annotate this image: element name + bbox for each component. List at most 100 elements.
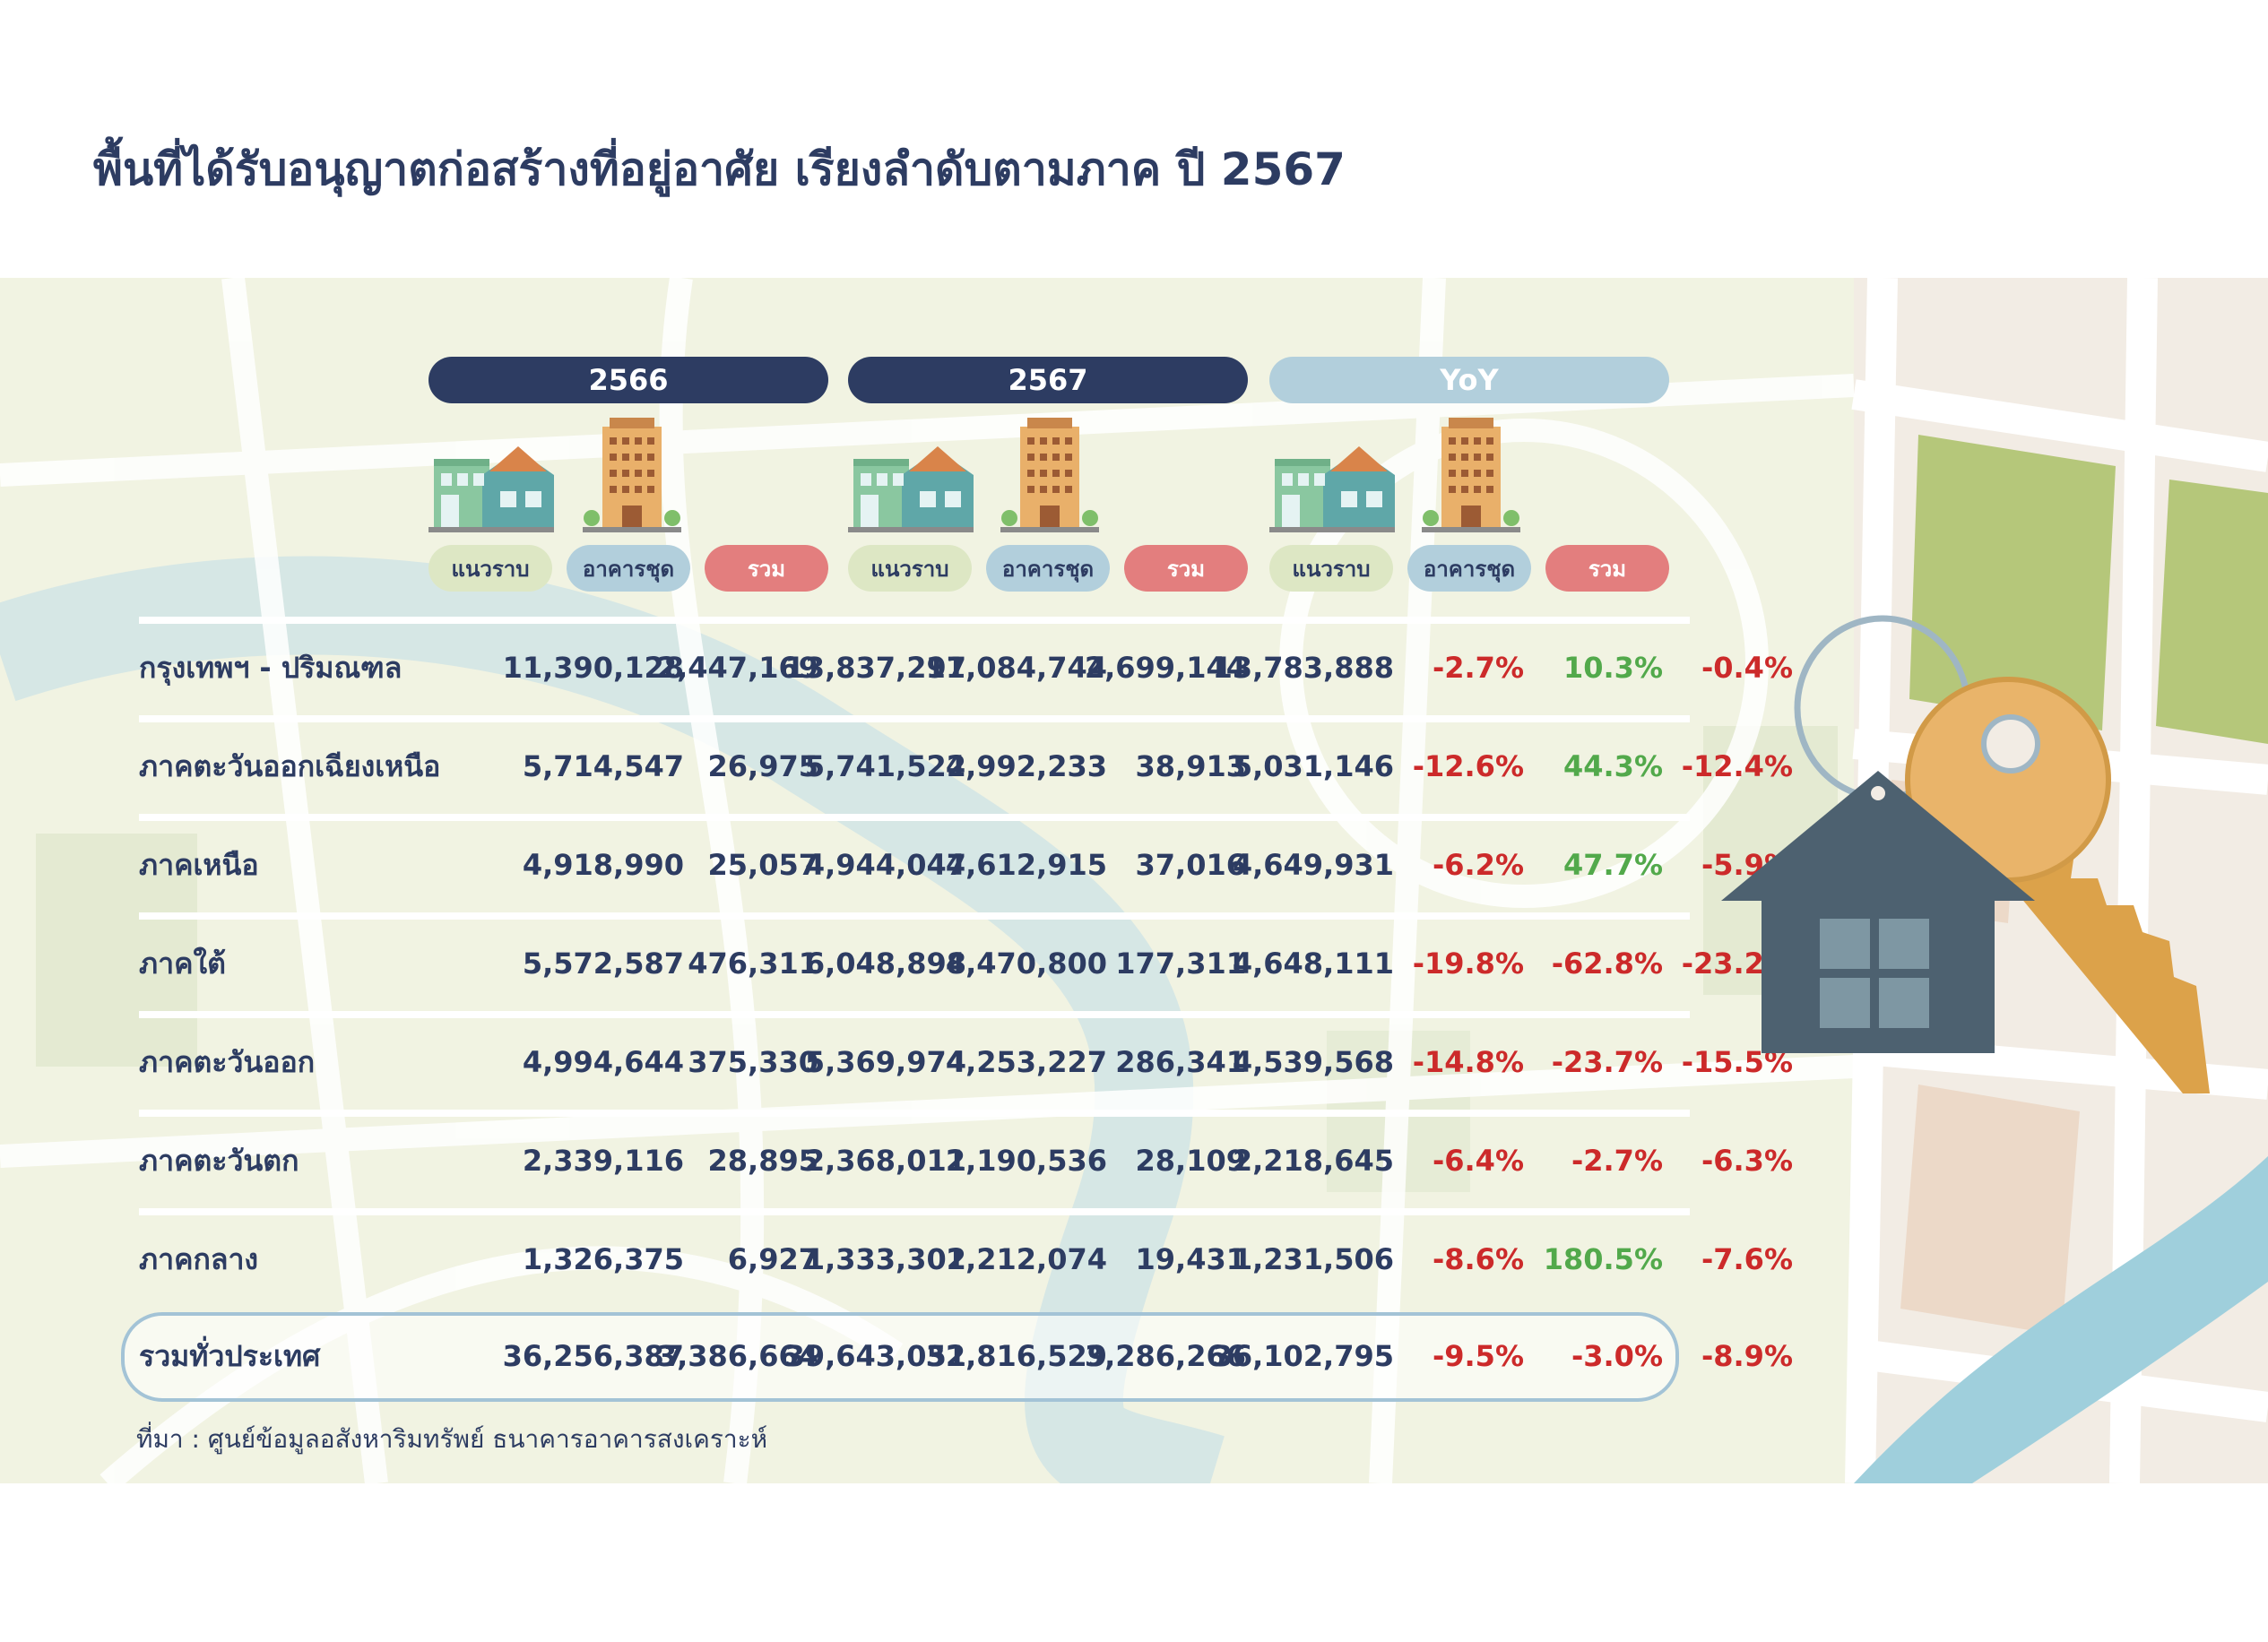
lowrise-2566: 11,390,128 [502,651,684,685]
region-name: ภาคใต้ [139,946,226,981]
region-name: ภาคเหนือ [139,848,259,882]
house-keychain-icon [1721,615,2210,1093]
total-2566: 6,048,898 [804,946,966,981]
lowrise-2566: 36,256,387 [502,1339,684,1373]
condo-2566: 476,311 [688,946,818,981]
lowrise-2567: 4,992,233 [945,749,1107,783]
condo-yoy: -2.7% [1571,1144,1663,1178]
table-row: ภาคกลาง 1,326,375 6,927 1,333,302 1,212,… [139,1210,1793,1309]
total-2566: 4,944,047 [804,848,966,882]
condo-2567: 38,913 [1135,749,1246,783]
total-2567: 36,102,795 [1212,1339,1394,1373]
subheader-condo-2566: อาคารชุด [567,545,690,592]
table-row-total: รวมทั่วประเทศ 36,256,387 3,386,664 39,64… [139,1307,1793,1405]
lowrise-2566: 4,994,644 [522,1045,684,1079]
row-divider [139,1110,1690,1117]
total-2566: 5,741,522 [804,749,966,783]
lowrise-yoy: -8.6% [1432,1242,1524,1276]
condo-2567: 2,699,144 [1084,651,1246,685]
lowrise-2566: 5,572,587 [522,946,684,981]
table-row: กรุงเทพฯ - ปริมณฑล 11,390,128 2,447,169 … [139,618,1793,717]
lowrise-yoy: -14.8% [1412,1045,1524,1079]
subheader-condo-2567: อาคารชุด [986,545,1110,592]
key-icon [1905,677,2210,1093]
condo-2567: 286,341 [1115,1045,1246,1079]
lowrise-2567: 4,470,800 [945,946,1107,981]
total-2566: 1,333,302 [804,1242,966,1276]
total-yoy: -0.4% [1701,651,1793,685]
row-divider [139,715,1690,722]
condo-yoy: 47.7% [1562,848,1663,882]
group-header-2566: 2566 [428,357,828,403]
total-2566: 5,369,974 [804,1045,966,1079]
condo-yoy: 180.5% [1543,1242,1663,1276]
subheader-lowrise-2567: แนวราบ [848,545,972,592]
condo-yoy: 44.3% [1562,749,1663,783]
condo-2567: 177,311 [1115,946,1246,981]
condo-yoy: -62.8% [1551,946,1663,981]
total-2567: 13,783,888 [1212,651,1394,685]
lowrise-2567: 2,190,536 [945,1144,1107,1178]
row-divider [139,912,1690,920]
total-yoy: -8.9% [1701,1339,1793,1373]
lowrise-2566: 4,918,990 [522,848,684,882]
condo-2567: 19,431 [1135,1242,1246,1276]
lowrise-2567: 11,084,744 [925,651,1107,685]
table-row: ภาคตะวันออก 4,994,644 375,330 5,369,974 … [139,1013,1793,1111]
region-name: ภาคตะวันออก [139,1045,316,1079]
lowrise-2566: 1,326,375 [522,1242,684,1276]
lowrise-2566: 5,714,547 [522,749,684,783]
group-header-2567: 2567 [848,357,1248,403]
subheader-total-yoy: รวม [1545,545,1669,592]
condo-yoy: -23.7% [1551,1045,1663,1079]
total-2567: 1,231,506 [1232,1242,1394,1276]
condo-2567: 3,286,266 [1084,1339,1246,1373]
lowrise-yoy: -19.8% [1412,946,1524,981]
condo-tower-icon [1422,418,1520,538]
total-2567: 5,031,146 [1232,749,1394,783]
total-2566: 13,837,297 [784,651,966,685]
lowrise-2567: 4,612,915 [945,848,1107,882]
group-header-yoy: YoY [1269,357,1669,403]
townhouse-icon [428,439,554,537]
subheader-lowrise-yoy: แนวราบ [1269,545,1393,592]
page-title: พื้นที่ได้รับอนุญาตก่อสร้างที่อยู่อาศัย … [93,143,1346,195]
total-2567: 2,218,645 [1232,1144,1394,1178]
condo-2567: 37,016 [1135,848,1246,882]
lowrise-yoy: -9.5% [1432,1339,1524,1373]
region-name: กรุงเทพฯ - ปริมณฑล [139,651,403,685]
lowrise-yoy: -6.4% [1432,1144,1524,1178]
row-divider [139,814,1690,821]
region-name: รวมทั่วประเทศ [139,1339,321,1373]
lowrise-2566: 2,339,116 [522,1144,684,1178]
condo-2566: 25,057 [707,848,818,882]
source-note: ที่มา : ศูนย์ข้อมูลอสังหาริมทรัพย์ ธนาคา… [136,1424,768,1454]
subheader-lowrise-2566: แนวราบ [428,545,552,592]
total-yoy: -12.4% [1681,749,1793,783]
condo-2566: 375,330 [688,1045,818,1079]
lowrise-2567: 32,816,529 [925,1339,1107,1373]
townhouse-icon [1269,439,1395,537]
subheader-condo-yoy: อาคารชุด [1407,545,1531,592]
condo-2566: 26,975 [707,749,818,783]
total-yoy: -6.3% [1701,1144,1793,1178]
region-name: ภาคตะวันตก [139,1144,299,1178]
row-divider [139,617,1690,624]
total-2567: 4,648,111 [1232,946,1394,981]
subheader-total-2567: รวม [1124,545,1248,592]
condo-yoy: -3.0% [1571,1339,1663,1373]
total-yoy: -7.6% [1701,1242,1793,1276]
table-row: ภาคใต้ 5,572,587 476,311 6,048,898 4,470… [139,914,1793,1013]
townhouse-icon [848,439,974,537]
row-divider [139,1011,1690,1018]
table-row: ภาคตะวันตก 2,339,116 28,895 2,368,011 2,… [139,1111,1793,1210]
condo-2566: 6,927 [727,1242,818,1276]
condo-tower-icon [583,418,681,538]
total-2567: 4,649,931 [1232,848,1394,882]
subheader-total-2566: รวม [705,545,828,592]
condo-2566: 3,386,664 [656,1339,818,1373]
condo-tower-icon [1000,418,1099,538]
lowrise-yoy: -6.2% [1432,848,1524,882]
region-name: ภาคตะวันออกเฉียงเหนือ [139,749,441,783]
region-name: ภาคกลาง [139,1242,259,1276]
